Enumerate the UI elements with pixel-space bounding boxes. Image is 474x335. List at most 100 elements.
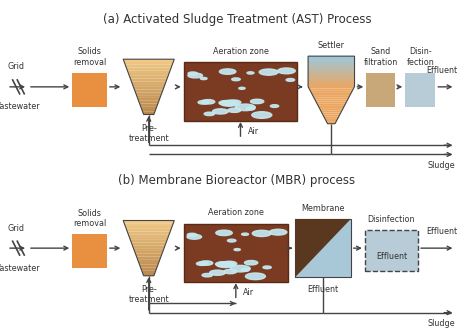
- Polygon shape: [308, 64, 355, 65]
- Text: Settler: Settler: [318, 41, 345, 50]
- FancyBboxPatch shape: [365, 230, 418, 271]
- Polygon shape: [308, 67, 355, 68]
- Polygon shape: [132, 84, 165, 87]
- Polygon shape: [129, 76, 168, 79]
- Polygon shape: [132, 245, 165, 248]
- Circle shape: [241, 269, 249, 271]
- Polygon shape: [321, 111, 342, 113]
- Text: Aeration zone: Aeration zone: [212, 47, 268, 56]
- Circle shape: [248, 107, 255, 109]
- Circle shape: [228, 108, 241, 113]
- Polygon shape: [308, 62, 355, 64]
- Polygon shape: [131, 243, 166, 245]
- Polygon shape: [136, 254, 162, 256]
- Circle shape: [278, 68, 295, 74]
- Circle shape: [198, 100, 209, 104]
- Text: Pre-
treatment: Pre- treatment: [128, 285, 169, 305]
- Polygon shape: [317, 103, 346, 105]
- Polygon shape: [326, 120, 337, 122]
- Text: Solids
removal: Solids removal: [73, 48, 106, 67]
- Polygon shape: [129, 237, 168, 240]
- Circle shape: [201, 99, 215, 104]
- Circle shape: [196, 262, 208, 265]
- Polygon shape: [324, 116, 339, 118]
- Text: Effluent: Effluent: [307, 285, 338, 294]
- Polygon shape: [308, 71, 355, 73]
- Polygon shape: [322, 113, 341, 115]
- Text: Sludge: Sludge: [428, 319, 456, 328]
- Bar: [295, 219, 351, 277]
- Circle shape: [230, 265, 250, 272]
- Polygon shape: [128, 234, 169, 237]
- Circle shape: [234, 249, 240, 251]
- Text: Disin-
fection: Disin- fection: [406, 48, 434, 67]
- Polygon shape: [138, 101, 159, 104]
- Text: Aeration zone: Aeration zone: [208, 208, 264, 217]
- Text: Grid: Grid: [8, 63, 25, 71]
- Polygon shape: [311, 92, 352, 94]
- Polygon shape: [316, 102, 346, 103]
- Polygon shape: [133, 87, 164, 90]
- Polygon shape: [308, 83, 355, 85]
- Polygon shape: [138, 262, 159, 265]
- Polygon shape: [325, 118, 338, 120]
- Polygon shape: [139, 265, 158, 268]
- Polygon shape: [318, 105, 345, 107]
- Circle shape: [188, 73, 202, 78]
- Circle shape: [269, 229, 287, 235]
- Polygon shape: [130, 79, 167, 81]
- Polygon shape: [313, 96, 350, 98]
- Text: Air: Air: [243, 288, 254, 297]
- Text: Wastewater: Wastewater: [0, 264, 40, 272]
- Text: Effluent: Effluent: [376, 252, 407, 261]
- Circle shape: [216, 230, 232, 236]
- Polygon shape: [123, 220, 174, 223]
- Polygon shape: [128, 231, 170, 234]
- Polygon shape: [308, 56, 355, 58]
- Polygon shape: [133, 248, 164, 251]
- Polygon shape: [126, 229, 171, 231]
- Circle shape: [219, 100, 233, 105]
- Text: Grid: Grid: [8, 224, 25, 233]
- Polygon shape: [308, 61, 355, 62]
- Circle shape: [226, 100, 241, 105]
- Circle shape: [245, 261, 258, 265]
- Bar: [72, 73, 107, 107]
- Polygon shape: [131, 81, 166, 84]
- Polygon shape: [295, 219, 351, 277]
- Circle shape: [259, 69, 278, 75]
- Polygon shape: [141, 268, 157, 270]
- Circle shape: [219, 69, 236, 74]
- Polygon shape: [308, 65, 355, 67]
- Text: (a) Activated Sludge Treatment (AST) Process: (a) Activated Sludge Treatment (AST) Pro…: [103, 13, 371, 26]
- Polygon shape: [315, 99, 348, 102]
- Circle shape: [246, 273, 265, 280]
- Circle shape: [235, 104, 255, 111]
- Polygon shape: [136, 92, 162, 95]
- Circle shape: [222, 261, 237, 266]
- Polygon shape: [139, 104, 158, 106]
- Polygon shape: [312, 94, 351, 96]
- Polygon shape: [142, 270, 156, 273]
- Circle shape: [239, 87, 245, 89]
- Text: Effluent: Effluent: [427, 227, 457, 236]
- Circle shape: [213, 109, 228, 114]
- Polygon shape: [125, 226, 172, 229]
- Polygon shape: [126, 67, 171, 70]
- Text: (b) Membrane Bioreactor (MBR) process: (b) Membrane Bioreactor (MBR) process: [118, 175, 356, 187]
- Circle shape: [200, 261, 213, 265]
- Text: Sand
filtration: Sand filtration: [364, 48, 398, 67]
- Polygon shape: [310, 90, 353, 92]
- Polygon shape: [308, 59, 355, 61]
- Circle shape: [252, 230, 271, 237]
- Circle shape: [187, 233, 197, 237]
- Bar: [183, 62, 297, 121]
- Polygon shape: [323, 115, 340, 116]
- Text: Solids
removal: Solids removal: [73, 209, 106, 228]
- Circle shape: [228, 239, 236, 242]
- Circle shape: [247, 72, 254, 74]
- Polygon shape: [308, 82, 355, 83]
- Circle shape: [243, 268, 249, 270]
- Text: Pre-
treatment: Pre- treatment: [128, 124, 169, 143]
- Polygon shape: [137, 95, 161, 98]
